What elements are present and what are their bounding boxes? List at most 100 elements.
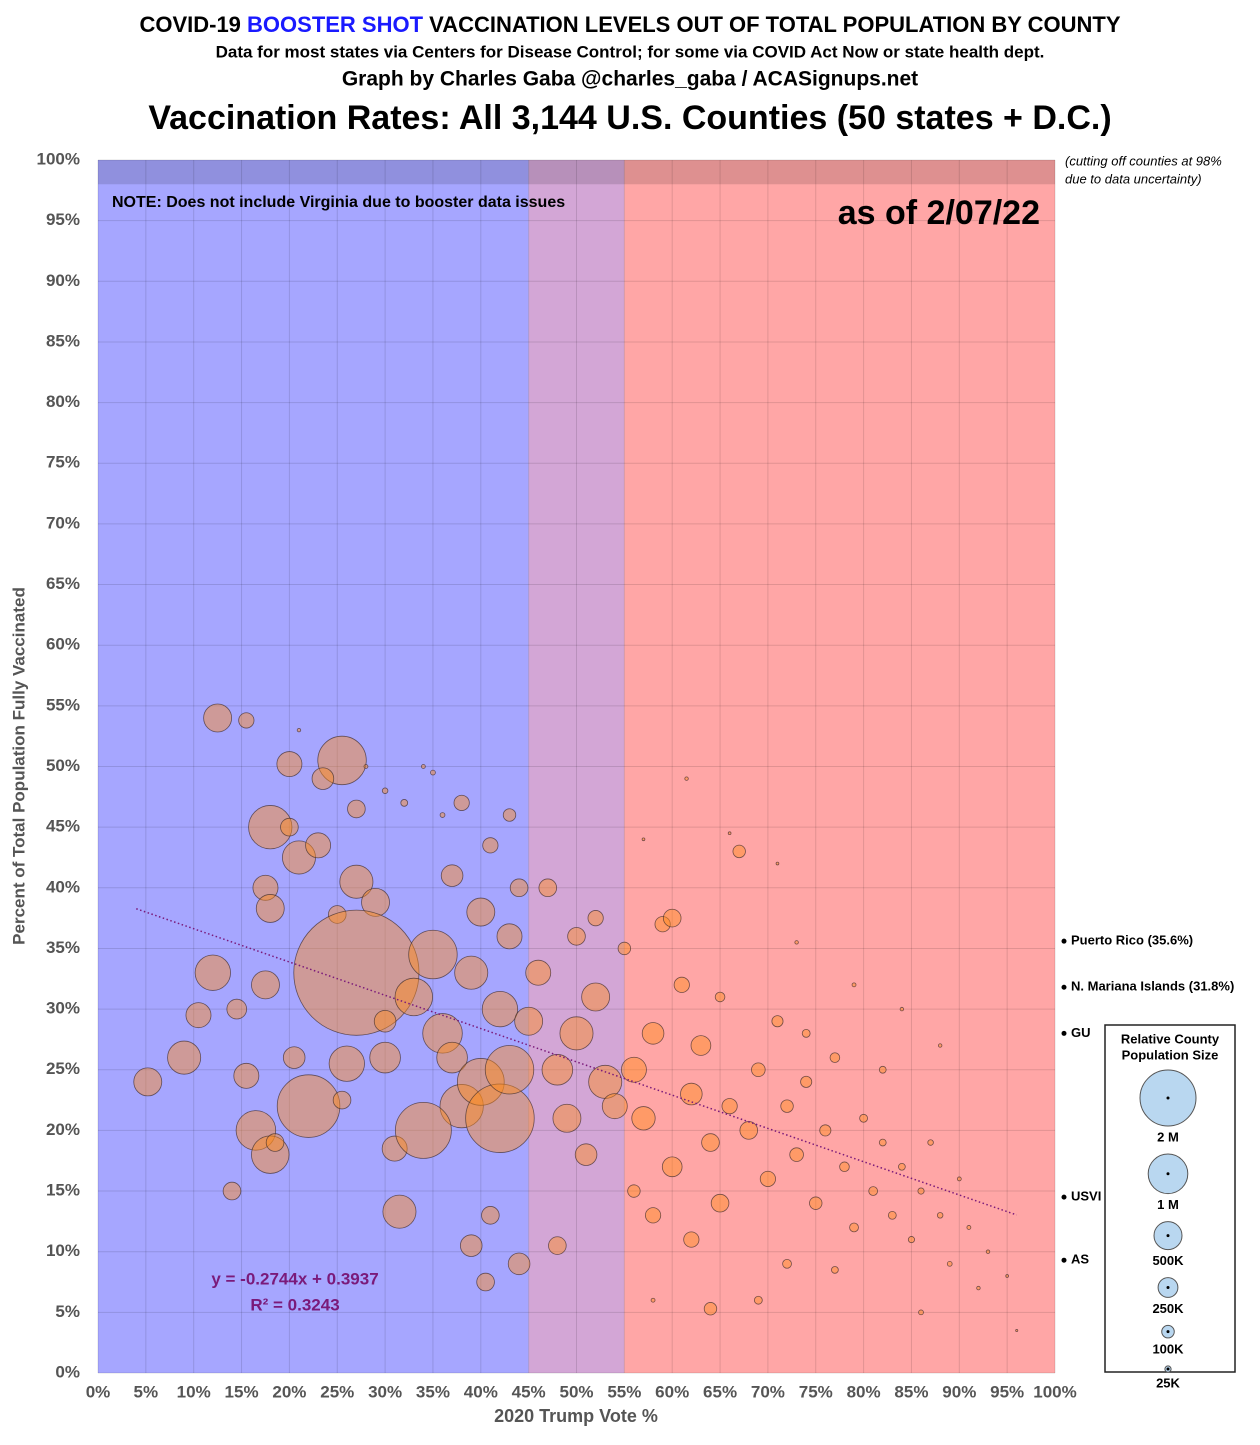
size-legend-label: 250K: [1152, 1301, 1184, 1316]
bubble: [363, 764, 369, 769]
size-legend-title: Relative County: [1121, 1031, 1220, 1046]
y-tick-label: 70%: [46, 513, 80, 532]
bubble: [509, 878, 529, 898]
bubble: [459, 1234, 483, 1257]
bubble: [276, 1074, 341, 1138]
y-axis-label: Percent of Total Population Fully Vaccin…: [9, 587, 28, 945]
y-tick-label: 65%: [46, 574, 80, 593]
y-tick-label: 15%: [46, 1181, 80, 1200]
cutoff-note: due to data uncertainty): [1065, 171, 1202, 186]
size-legend-center: [1166, 1330, 1170, 1334]
territory-label: USVI: [1071, 1189, 1101, 1204]
x-tick-label: 75%: [799, 1382, 833, 1401]
territory-marker: [1061, 984, 1067, 990]
bubble: [662, 908, 682, 928]
bubble: [373, 1009, 397, 1033]
x-tick-label: 25%: [320, 1382, 354, 1401]
bubble: [332, 1090, 352, 1110]
bubble: [484, 1045, 535, 1095]
bubble: [809, 1196, 823, 1210]
bubbles: [133, 703, 1019, 1333]
bubble: [878, 1065, 887, 1074]
bubble: [454, 955, 489, 990]
bubble: [439, 1084, 484, 1129]
region: [528, 160, 625, 1373]
size-legend-label: 25K: [1156, 1376, 1180, 1391]
credit: Graph by Charles Gaba @charles_gaba / AC…: [342, 68, 918, 91]
bubble: [222, 1181, 242, 1201]
y-tick-label: 100%: [37, 149, 80, 168]
bubble: [439, 812, 446, 818]
x-tick-label: 60%: [655, 1382, 689, 1401]
bubble: [420, 764, 426, 769]
bubble: [226, 998, 248, 1020]
bubble: [775, 861, 780, 866]
bubble: [732, 844, 746, 859]
x-tick-label: 90%: [942, 1382, 976, 1401]
x-tick-label: 85%: [894, 1382, 928, 1401]
y-tick-label: 85%: [46, 331, 80, 350]
bubble: [819, 1124, 832, 1137]
bubble: [794, 940, 799, 945]
bubble: [898, 1162, 906, 1171]
bubble: [1015, 1329, 1019, 1333]
bubble: [507, 1252, 531, 1276]
bubble: [476, 1272, 495, 1292]
trendline-r2: R² = 0.3243: [250, 1295, 339, 1314]
bubble: [721, 1098, 738, 1115]
x-tick-label: 95%: [990, 1382, 1024, 1401]
bubble: [317, 735, 367, 786]
bubble: [976, 1285, 981, 1291]
bubble: [782, 1259, 792, 1269]
note: NOTE: Does not include Virginia due to b…: [112, 194, 565, 211]
bubble: [233, 1062, 260, 1089]
bubble: [849, 1222, 859, 1233]
bubble: [339, 864, 374, 899]
bubble: [650, 1297, 656, 1303]
territory-label: Puerto Rico (35.6%): [1071, 933, 1193, 948]
bubble: [627, 1184, 641, 1198]
bubble: [937, 1043, 943, 1048]
bubble: [567, 927, 586, 946]
bubble: [296, 727, 302, 733]
bubble: [966, 1225, 972, 1230]
bubble: [927, 1139, 934, 1146]
cutoff-band: [98, 160, 1055, 185]
bubble: [918, 1309, 924, 1316]
bubble: [714, 991, 726, 1003]
bubble: [800, 1075, 813, 1088]
bubble: [541, 1054, 574, 1086]
bubble: [276, 751, 303, 777]
bubble: [328, 1045, 365, 1082]
bubble: [481, 990, 519, 1028]
bubble: [789, 1147, 804, 1162]
x-tick-label: 45%: [512, 1382, 546, 1401]
bubble: [167, 1040, 202, 1075]
bubble: [956, 1176, 962, 1182]
bubble: [654, 916, 671, 933]
bubble: [878, 1138, 887, 1147]
bubble: [641, 837, 646, 842]
bubble: [727, 831, 732, 836]
bubble: [194, 954, 231, 991]
size-legend-label: 2 M: [1157, 1129, 1179, 1144]
y-tick-label: 0%: [55, 1362, 80, 1381]
bubble: [887, 1210, 897, 1220]
x-tick-label: 5%: [134, 1382, 159, 1401]
y-tick-label: 95%: [46, 210, 80, 229]
bubble: [381, 787, 389, 794]
bubble: [481, 1206, 500, 1225]
y-tick-label: 10%: [46, 1241, 80, 1260]
x-tick-label: 70%: [751, 1382, 785, 1401]
bubble: [440, 864, 464, 887]
bubble: [305, 832, 332, 859]
bubble: [436, 1041, 468, 1074]
x-tick-label: 65%: [703, 1382, 737, 1401]
plot-area: [97, 159, 1056, 1374]
territory-label: AS: [1071, 1252, 1089, 1267]
bubble: [400, 799, 409, 807]
bubble: [859, 1113, 868, 1123]
size-legend-center: [1166, 1172, 1170, 1176]
bubble: [739, 1121, 759, 1140]
